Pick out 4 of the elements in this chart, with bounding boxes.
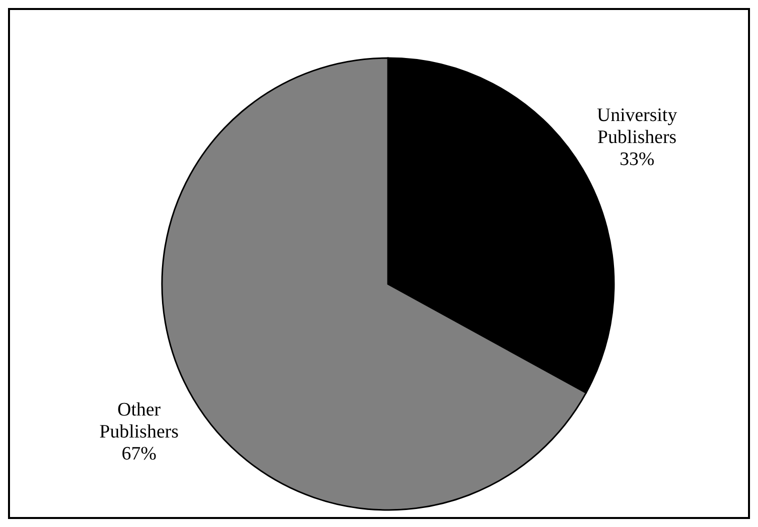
- data-label: 67%: [122, 443, 157, 464]
- data-label: 33%: [620, 148, 655, 170]
- slice-label: Other Publishers: [99, 399, 179, 442]
- slice-label: University Publishers: [596, 104, 678, 148]
